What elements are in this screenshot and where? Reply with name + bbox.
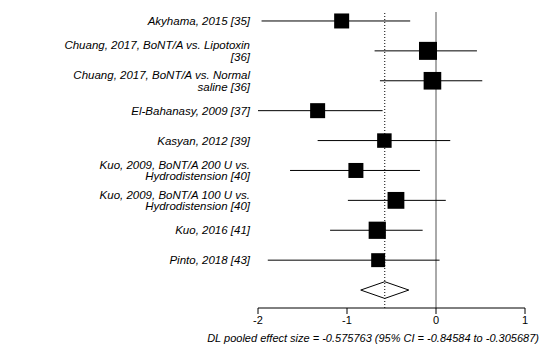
svg-text:-2: -2: [253, 314, 263, 326]
svg-text:Chuang, 2017, BoNT/A vs. Lipot: Chuang, 2017, BoNT/A vs. Lipotoxin[36]: [64, 39, 250, 63]
svg-text:1: 1: [522, 314, 528, 326]
svg-text:Kuo, 2016 [41]: Kuo, 2016 [41]: [175, 224, 251, 236]
svg-text:El-Bahanasy, 2009 [37]: El-Bahanasy, 2009 [37]: [131, 105, 251, 117]
svg-text:-1: -1: [342, 314, 352, 326]
svg-text:Kuo, 2009, BoNT/A 200 U vs.Hyd: Kuo, 2009, BoNT/A 200 U vs.Hydrodistensi…: [100, 159, 251, 183]
html-text:DL pooled effect size = -0.575: DL pooled effect size = -0.575763 (95% C…: [207, 332, 539, 344]
svg-text:0: 0: [433, 314, 439, 326]
svg-text:Akyhama, 2015 [35]: Akyhama, 2015 [35]: [147, 15, 251, 27]
svg-text:Pinto, 2018 [43]: Pinto, 2018 [43]: [169, 254, 250, 266]
svg-text:Kuo, 2009, BoNT/A 100 U vs.Hyd: Kuo, 2009, BoNT/A 100 U vs.Hydrodistensi…: [100, 189, 251, 213]
svg-text:Kasyan, 2012 [39]: Kasyan, 2012 [39]: [157, 135, 251, 147]
svg-text:Chuang, 2017, BoNT/A vs. Norma: Chuang, 2017, BoNT/A vs. Normalsaline [3…: [73, 69, 250, 93]
